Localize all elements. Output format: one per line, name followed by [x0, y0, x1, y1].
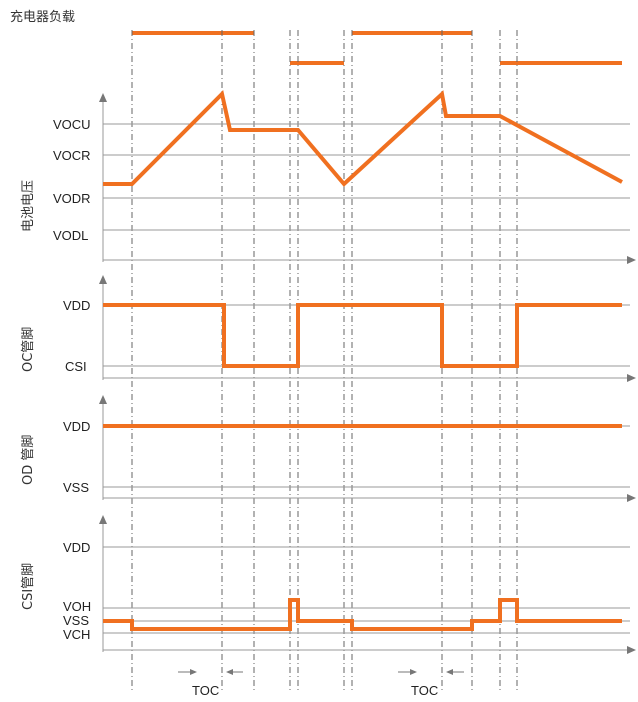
diagram-title: 充电器负载 — [10, 9, 75, 25]
ylabel-csi-pin: CSI管脚 — [20, 563, 36, 610]
level-vocu: VOCU — [53, 117, 91, 132]
level-vss-csi: VSS — [63, 613, 89, 628]
level-vdd-oc: VDD — [63, 298, 90, 313]
oc-pin-trace — [103, 303, 622, 368]
panel-battery-voltage: VOCU VOCR VODR VODL 电池电压 — [21, 90, 636, 264]
toc-marker-1: TOC — [178, 669, 243, 698]
level-vdd-csi: VDD — [63, 540, 90, 555]
toc-label-2: TOC — [411, 683, 438, 698]
battery-voltage-trace — [103, 90, 623, 187]
level-vdd-od: VDD — [63, 419, 90, 434]
panel-od-pin: VDD VSS OD 管脚 — [20, 395, 636, 502]
level-vocr: VOCR — [53, 148, 91, 163]
ylabel-battery-voltage: 电池电压 — [21, 180, 36, 232]
level-vodr: VODR — [53, 191, 91, 206]
level-voh-csi: VOH — [63, 599, 91, 614]
level-csi-oc: CSI — [65, 359, 87, 374]
ylabel-od-pin: OD 管脚 — [20, 435, 36, 485]
charger-load-signal — [132, 31, 622, 65]
level-vch-csi: VCH — [63, 627, 90, 642]
ylabel-oc-pin: OC管脚 — [20, 327, 36, 372]
toc-marker-2: TOC — [398, 669, 464, 698]
level-vodl: VODL — [53, 228, 88, 243]
csi-pin-trace — [103, 598, 622, 631]
level-vss-od: VSS — [63, 480, 89, 495]
panel-oc-pin: VDD CSI OC管脚 — [20, 275, 636, 382]
panel-csi-pin: VDD VOH VSS VCH CSI管脚 — [20, 515, 636, 654]
toc-label-1: TOC — [192, 683, 219, 698]
